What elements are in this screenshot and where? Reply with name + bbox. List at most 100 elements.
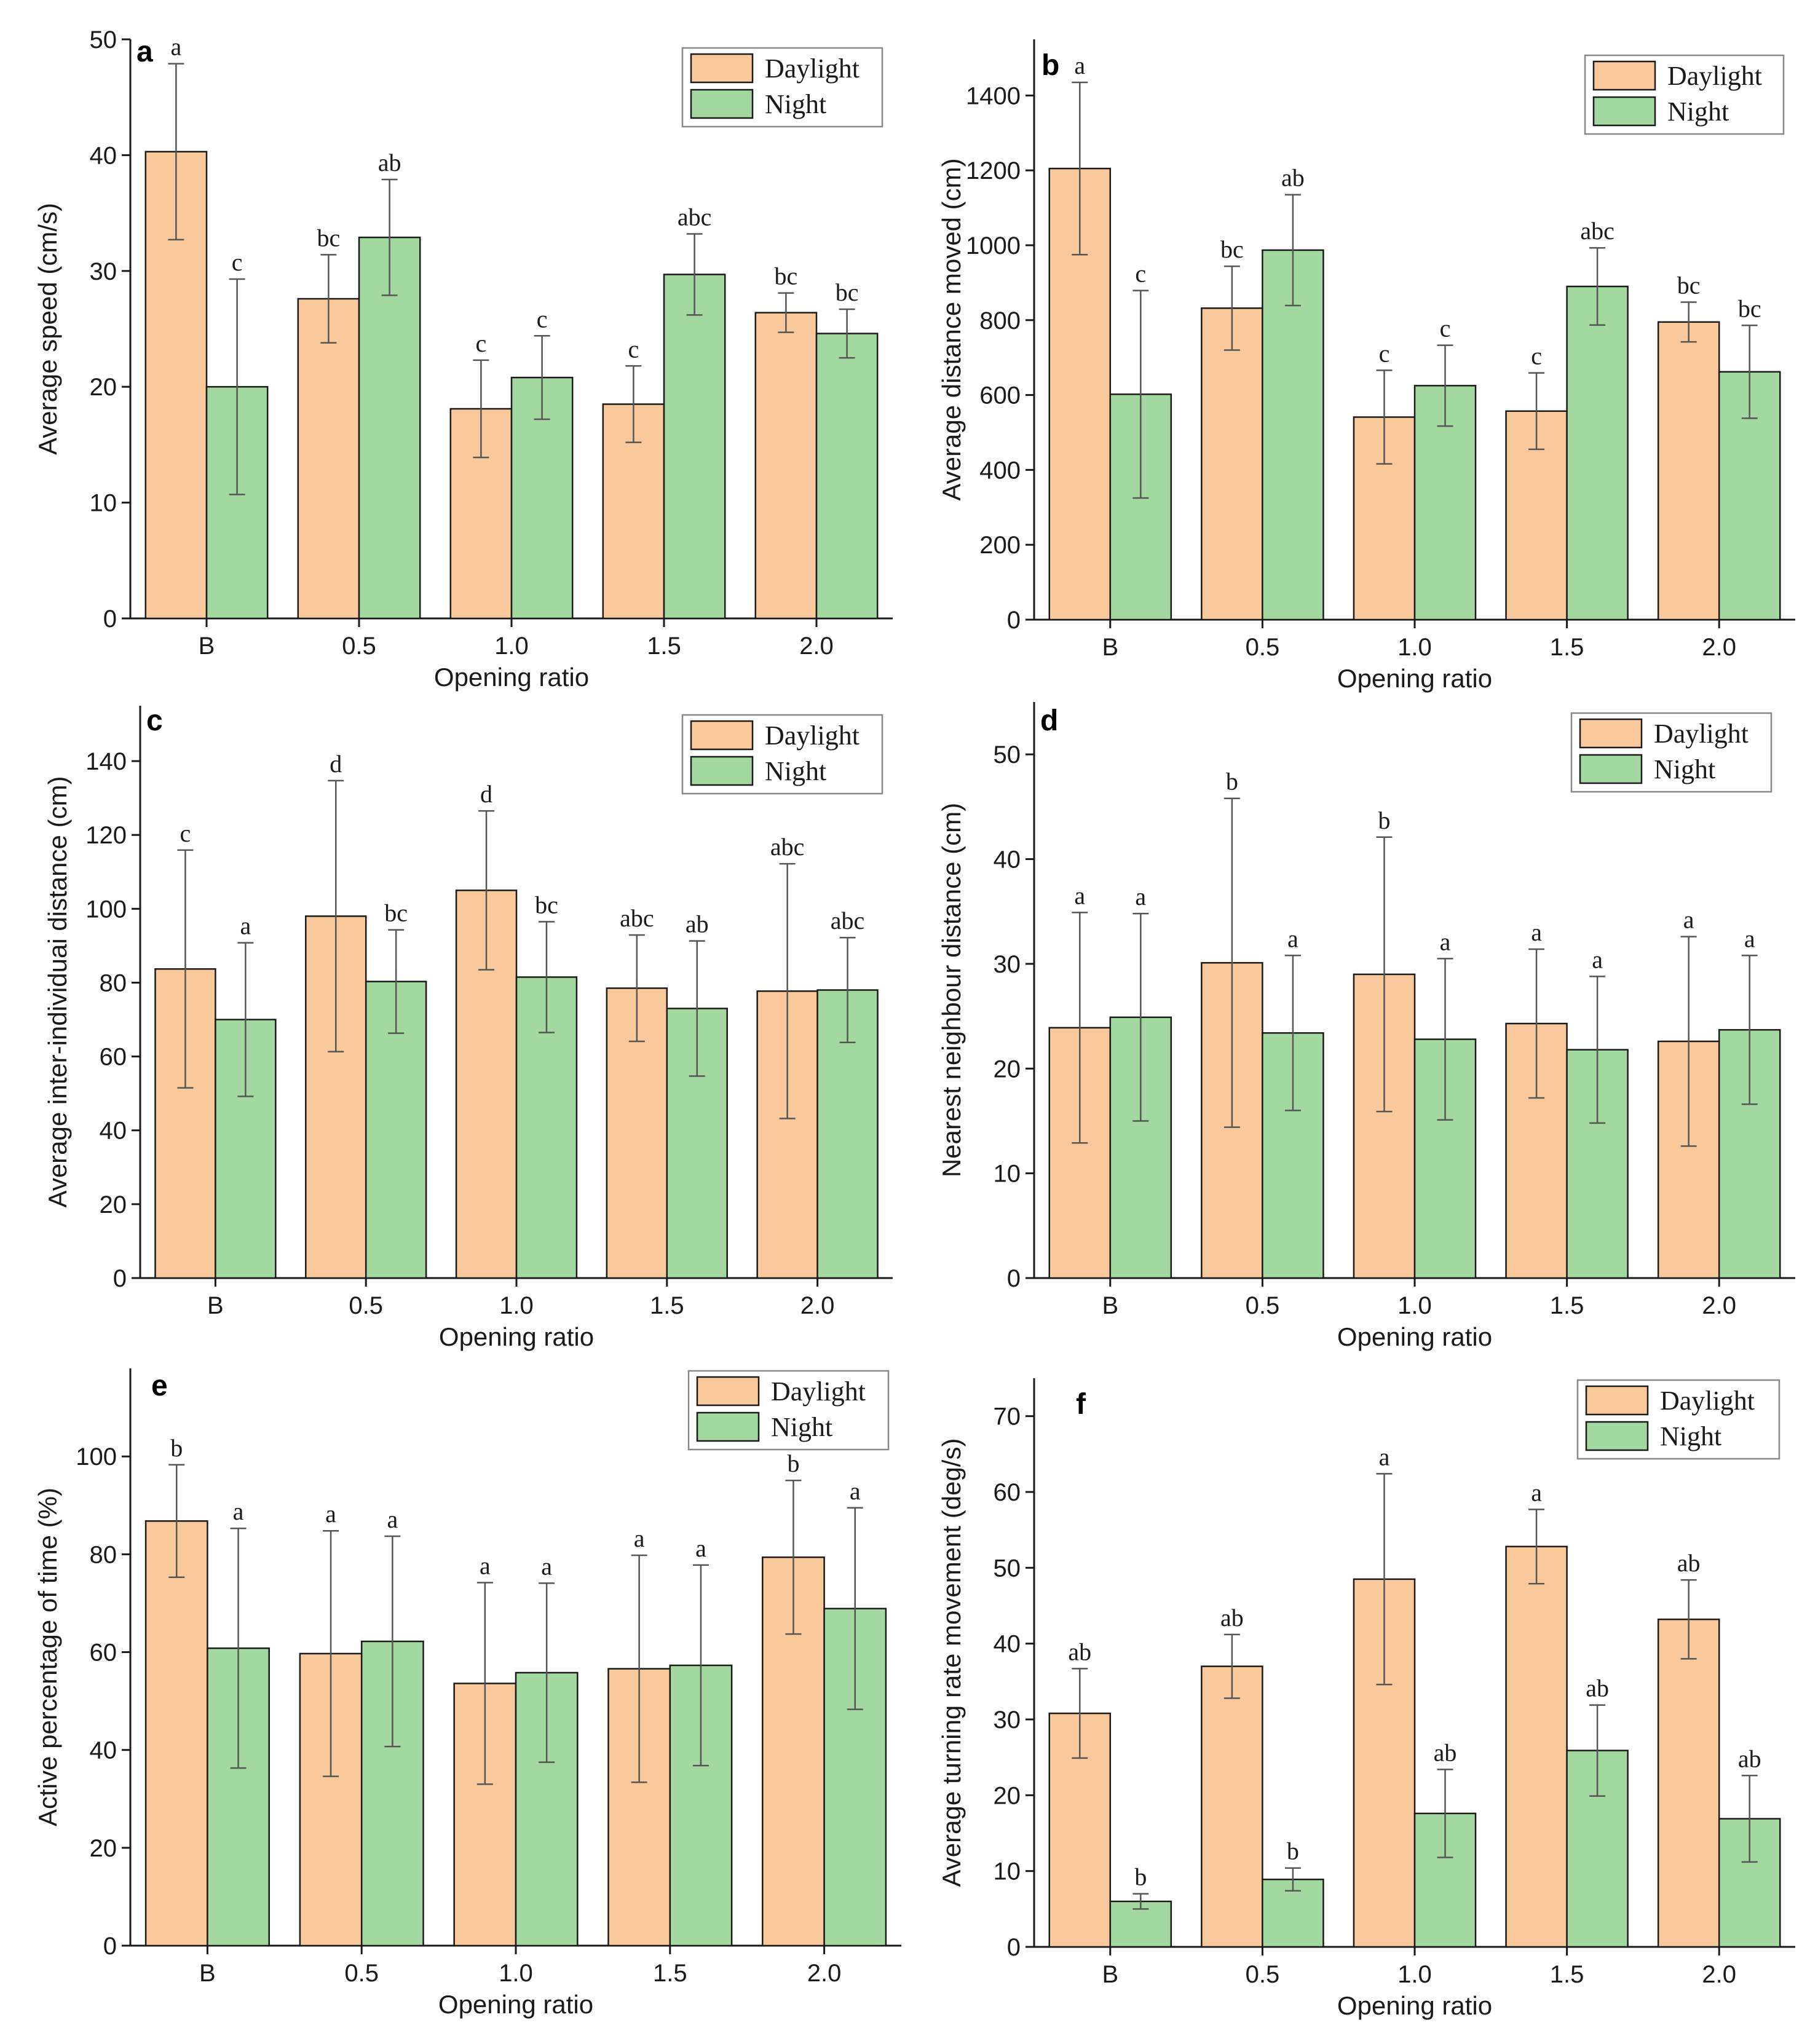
bar-daylight-0.5 <box>1201 307 1263 621</box>
significance-label: ab <box>1586 1675 1609 1702</box>
legend-label-night: Night <box>771 1412 832 1442</box>
bar-daylight-B <box>1048 167 1112 621</box>
x-axis-title: Opening ratio <box>439 1322 594 1351</box>
significance-label: bc <box>1677 272 1701 299</box>
y-tick-label: 70 <box>994 1403 1021 1430</box>
y-tick-label: 40 <box>994 1631 1021 1658</box>
legend: Daylight Night <box>681 714 883 795</box>
bar-night-1.5 <box>1566 285 1629 621</box>
significance-label: a <box>325 1500 336 1528</box>
legend-swatch-daylight <box>1585 1385 1649 1416</box>
y-tick-label: 1400 <box>966 82 1021 109</box>
legend-swatch-night <box>1592 96 1656 127</box>
x-tick-label: 1.5 <box>647 633 681 660</box>
y-tick-label: 20 <box>90 374 117 401</box>
significance-label: a <box>541 1552 552 1580</box>
y-tick-label: 600 <box>979 382 1021 409</box>
legend-swatch-daylight <box>1579 718 1643 749</box>
significance-label: b <box>1378 807 1390 834</box>
y-tick-label: 40 <box>90 1737 117 1764</box>
significance-label: ab <box>1281 164 1305 192</box>
x-tick-label: 1.0 <box>499 1292 534 1319</box>
significance-label: a <box>480 1552 491 1580</box>
y-tick-label: 20 <box>994 1056 1021 1083</box>
x-axis-title: Opening ratio <box>1337 1991 1492 2020</box>
significance-label: ab <box>378 149 401 176</box>
x-axis-title: Opening ratio <box>434 663 589 692</box>
x-tick-label: 0.5 <box>1246 634 1280 661</box>
y-tick-label: 60 <box>90 1640 117 1667</box>
y-tick-label: 20 <box>994 1782 1021 1809</box>
significance-label: ab <box>1220 1604 1244 1632</box>
significance-label: a <box>1440 928 1451 955</box>
x-tick-label: 2.0 <box>1702 1292 1736 1319</box>
legend-swatch-night <box>690 89 754 119</box>
panel-letter: a <box>136 36 153 68</box>
significance-label: bc <box>1220 235 1244 263</box>
y-axis-title: Active percentage of time (%) <box>33 1488 62 1826</box>
significance-label: b <box>170 1434 183 1462</box>
x-axis-title: Opening ratio <box>438 1990 593 2019</box>
legend: Daylight Night <box>1570 712 1773 793</box>
bar-daylight-2.0 <box>754 312 818 620</box>
y-tick-label: 100 <box>85 896 127 923</box>
bar-daylight-1.5 <box>1505 1545 1568 1948</box>
legend-label-daylight: Daylight <box>1660 1386 1755 1416</box>
y-tick-label: 200 <box>979 532 1021 559</box>
significance-label: a <box>1379 1443 1390 1470</box>
panel-letter: c <box>146 704 163 737</box>
panel-letter: e <box>151 1370 168 1402</box>
y-tick-label: 0 <box>1007 1934 1021 1961</box>
significance-label: c <box>1379 339 1390 367</box>
y-tick-label: 20 <box>100 1191 127 1218</box>
significance-label: bc <box>775 262 798 290</box>
x-tick-label: 1.5 <box>1550 634 1584 661</box>
y-axis-title: Average distance moved (cm) <box>937 158 966 500</box>
y-tick-label: 1000 <box>966 232 1021 259</box>
legend-label-night: Night <box>765 89 826 119</box>
legend-swatch-daylight <box>696 1376 760 1407</box>
legend: Daylight Night <box>681 47 883 128</box>
bar-daylight-2.0 <box>1657 321 1720 621</box>
y-tick-label: 10 <box>90 490 117 517</box>
significance-label: b <box>1134 1863 1147 1891</box>
bar-night-1.5 <box>663 274 726 620</box>
legend-label-night: Night <box>1654 754 1715 784</box>
significance-label: ab <box>1738 1745 1761 1772</box>
significance-label: a <box>233 1497 244 1525</box>
x-tick-label: 2.0 <box>807 1960 842 1987</box>
x-tick-label: 1.5 <box>650 1292 684 1319</box>
y-tick-label: 1200 <box>966 157 1021 184</box>
bar-daylight-0.5 <box>1201 1665 1263 1948</box>
legend-swatch-night <box>696 1411 760 1442</box>
x-tick-label: 0.5 <box>342 633 376 660</box>
x-tick-label: 1.0 <box>1397 634 1432 661</box>
significance-label: bc <box>317 224 341 251</box>
significance-label: bc <box>1738 294 1761 322</box>
significance-label: b <box>787 1450 799 1477</box>
x-tick-label: 0.5 <box>349 1292 383 1319</box>
x-tick-label: 0.5 <box>1246 1292 1280 1319</box>
x-tick-label: 1.5 <box>1550 1292 1584 1319</box>
x-tick-label: B <box>1102 634 1118 661</box>
bar-night-0.5 <box>358 236 421 620</box>
y-tick-label: 10 <box>994 1161 1021 1188</box>
y-tick-label: 60 <box>100 1044 127 1071</box>
significance-label: c <box>476 329 487 357</box>
y-tick-label: 100 <box>76 1443 117 1470</box>
significance-label: abc <box>1580 217 1614 245</box>
y-tick-label: 120 <box>85 822 127 849</box>
significance-label: c <box>180 819 191 847</box>
y-axis-title: Average turning rate movement (deg/s) <box>937 1438 966 1887</box>
chart-panel-b: 0200400600800100012001400Bac0.5bcab1.0cc… <box>937 39 1795 693</box>
bar-daylight-0.5 <box>297 298 360 620</box>
significance-label: bc <box>836 278 859 306</box>
legend-label-daylight: Daylight <box>1667 61 1762 91</box>
significance-label: ab <box>1434 1738 1457 1766</box>
x-tick-label: B <box>1102 1292 1118 1319</box>
bar-daylight-B <box>144 1520 208 1947</box>
x-tick-label: 1.0 <box>1397 1292 1432 1319</box>
significance-label: b <box>1287 1837 1299 1865</box>
